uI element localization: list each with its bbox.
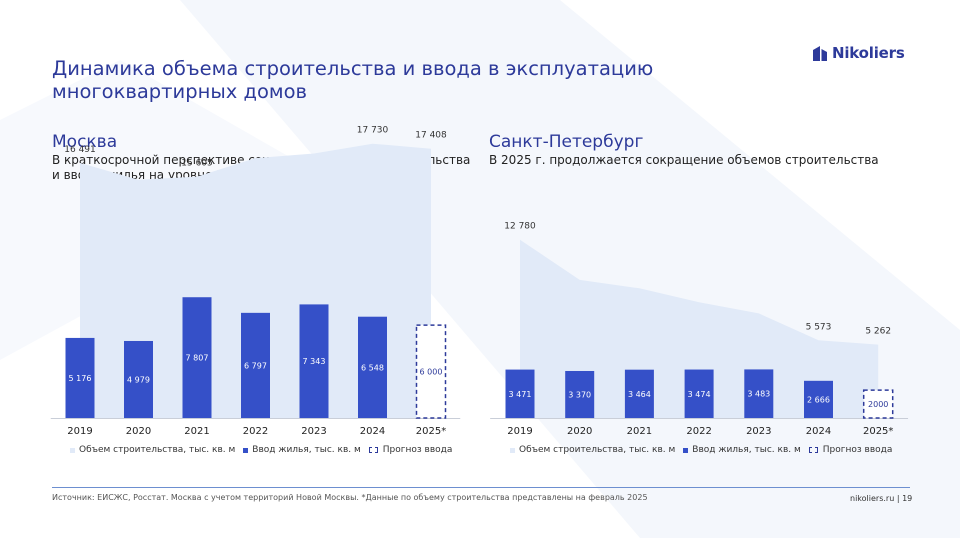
commissioning-value-label: 5 176 (69, 374, 92, 383)
x-tick-label: 2022 (686, 426, 711, 437)
spb-title: Санкт-Петербург (489, 132, 644, 152)
commissioning-value-label: 3 483 (747, 390, 770, 399)
footer-site-link[interactable]: nikoliers.ru (850, 494, 895, 503)
page-number: 19 (902, 494, 913, 503)
brand-logo: Nikoliers (812, 44, 905, 62)
legend-bar-swatch (243, 447, 249, 453)
construction-label: 16 491 (64, 145, 96, 155)
x-tick-label: 2021 (627, 426, 652, 437)
forecast-bar (862, 389, 894, 419)
footer-separator: | (896, 494, 900, 503)
footer-page-info: nikoliers.ru | 19 (850, 494, 912, 503)
legend-area-swatch (70, 447, 75, 453)
commissioning-value-label: 2 666 (807, 395, 830, 404)
commissioning-value-label: 3 464 (628, 390, 651, 399)
legend-area-swatch (510, 447, 515, 453)
x-tick-label: 2020 (567, 426, 592, 437)
x-tick-label: 2023 (301, 426, 326, 437)
x-tick-label: 2019 (507, 426, 532, 437)
commissioning-value-label: 4 979 (127, 376, 150, 385)
construction-label: 5 262 (865, 327, 891, 337)
commissioning-value-label: 3 474 (688, 390, 711, 399)
legend-commissioning: Ввод жилья, тыс. кв. м (243, 445, 361, 455)
commissioning-bar (565, 370, 595, 418)
commissioning-bar (804, 380, 833, 418)
legend-forecast-label: Прогноз ввода (382, 445, 453, 455)
legend-commissioning-label: Ввод жилья, тыс. кв. м (252, 445, 361, 455)
construction-area (520, 239, 879, 418)
commissioning-bar (241, 312, 270, 418)
commissioning-value-label: 7 343 (303, 357, 326, 366)
x-tick-label: 2024 (806, 426, 831, 437)
legend-forecast: Прогноз ввода (808, 445, 893, 455)
commissioning-value-label: 7 807 (186, 354, 209, 363)
spb-legend: Объем строительства, тыс. кв. м Ввод жил… (510, 445, 900, 455)
commissioning-bar (182, 297, 212, 418)
forecast-value-label: 6 000 (420, 368, 443, 377)
legend-forecast-label: Прогноз ввода (822, 445, 893, 455)
brand-name: Nikoliers (832, 44, 905, 62)
forecast-bar (415, 324, 447, 419)
legend-construction: Объем строительства, тыс. кв. м (510, 445, 675, 455)
construction-label: 15 605 (181, 159, 213, 169)
moscow-legend: Объем строительства, тыс. кв. м Ввод жил… (70, 445, 460, 455)
construction-label: 12 780 (504, 222, 536, 232)
construction-area (80, 143, 431, 418)
x-tick-label: 2025* (863, 426, 893, 437)
commissioning-value-label: 6 797 (244, 361, 267, 370)
commissioning-value-label: 3 370 (568, 391, 591, 400)
x-tick-label: 2020 (126, 426, 151, 437)
x-tick-label: 2024 (360, 426, 385, 437)
moscow-title: Москва (52, 132, 118, 152)
slide-title: Динамика объема строительства и ввода в … (52, 57, 654, 103)
commissioning-bar (624, 369, 654, 418)
construction-label: 17 408 (415, 131, 447, 141)
commissioning-value-label: 6 548 (361, 363, 384, 372)
spb-chart: 12 780 5 573 5 262 3 471 3 370 3 464 3 474 3 48… (490, 222, 909, 437)
logo-icon (813, 45, 827, 61)
commissioning-bar (65, 337, 95, 418)
commissioning-bar (358, 316, 387, 418)
legend-forecast: Прогноз ввода (368, 445, 453, 455)
legend-commissioning-label: Ввод жилья, тыс. кв. м (692, 445, 801, 455)
commissioning-bar (299, 304, 329, 418)
x-tick-label: 2023 (746, 426, 771, 437)
legend-construction-label: Объем строительства, тыс. кв. м (519, 445, 676, 455)
legend-bar-swatch (683, 447, 689, 453)
x-tick-label: 2019 (67, 426, 92, 437)
x-tick-label: 2022 (243, 426, 268, 437)
spb-subtitle: В 2025 г. продолжается сокращение объемо… (489, 153, 879, 167)
legend-commissioning: Ввод жилья, тыс. кв. м (683, 445, 801, 455)
forecast-value-label: 2000 (868, 400, 888, 409)
commissioning-bar (505, 369, 535, 418)
x-tick-label: 2025* (416, 426, 446, 437)
legend-construction: Объем строительства, тыс. кв. м (70, 445, 235, 455)
construction-label: 5 573 (806, 322, 832, 332)
legend-construction-label: Объем строительства, тыс. кв. м (79, 445, 236, 455)
footer-source: Источник: ЕИСЖС, Росстат. Москва с учето… (52, 493, 648, 502)
commissioning-bar (744, 369, 774, 418)
construction-label: 17 730 (357, 126, 389, 136)
commissioning-bar (684, 369, 714, 418)
legend-dash-swatch (808, 447, 818, 453)
footer-divider (52, 487, 910, 488)
commissioning-value-label: 3 471 (509, 390, 532, 399)
x-tick-label: 2021 (184, 426, 209, 437)
moscow-chart: 16 491 15 605 17 730 17 408 5 176 4 979 7 807 6… (50, 126, 461, 437)
commissioning-bar (124, 340, 153, 418)
legend-dash-swatch (368, 447, 378, 453)
